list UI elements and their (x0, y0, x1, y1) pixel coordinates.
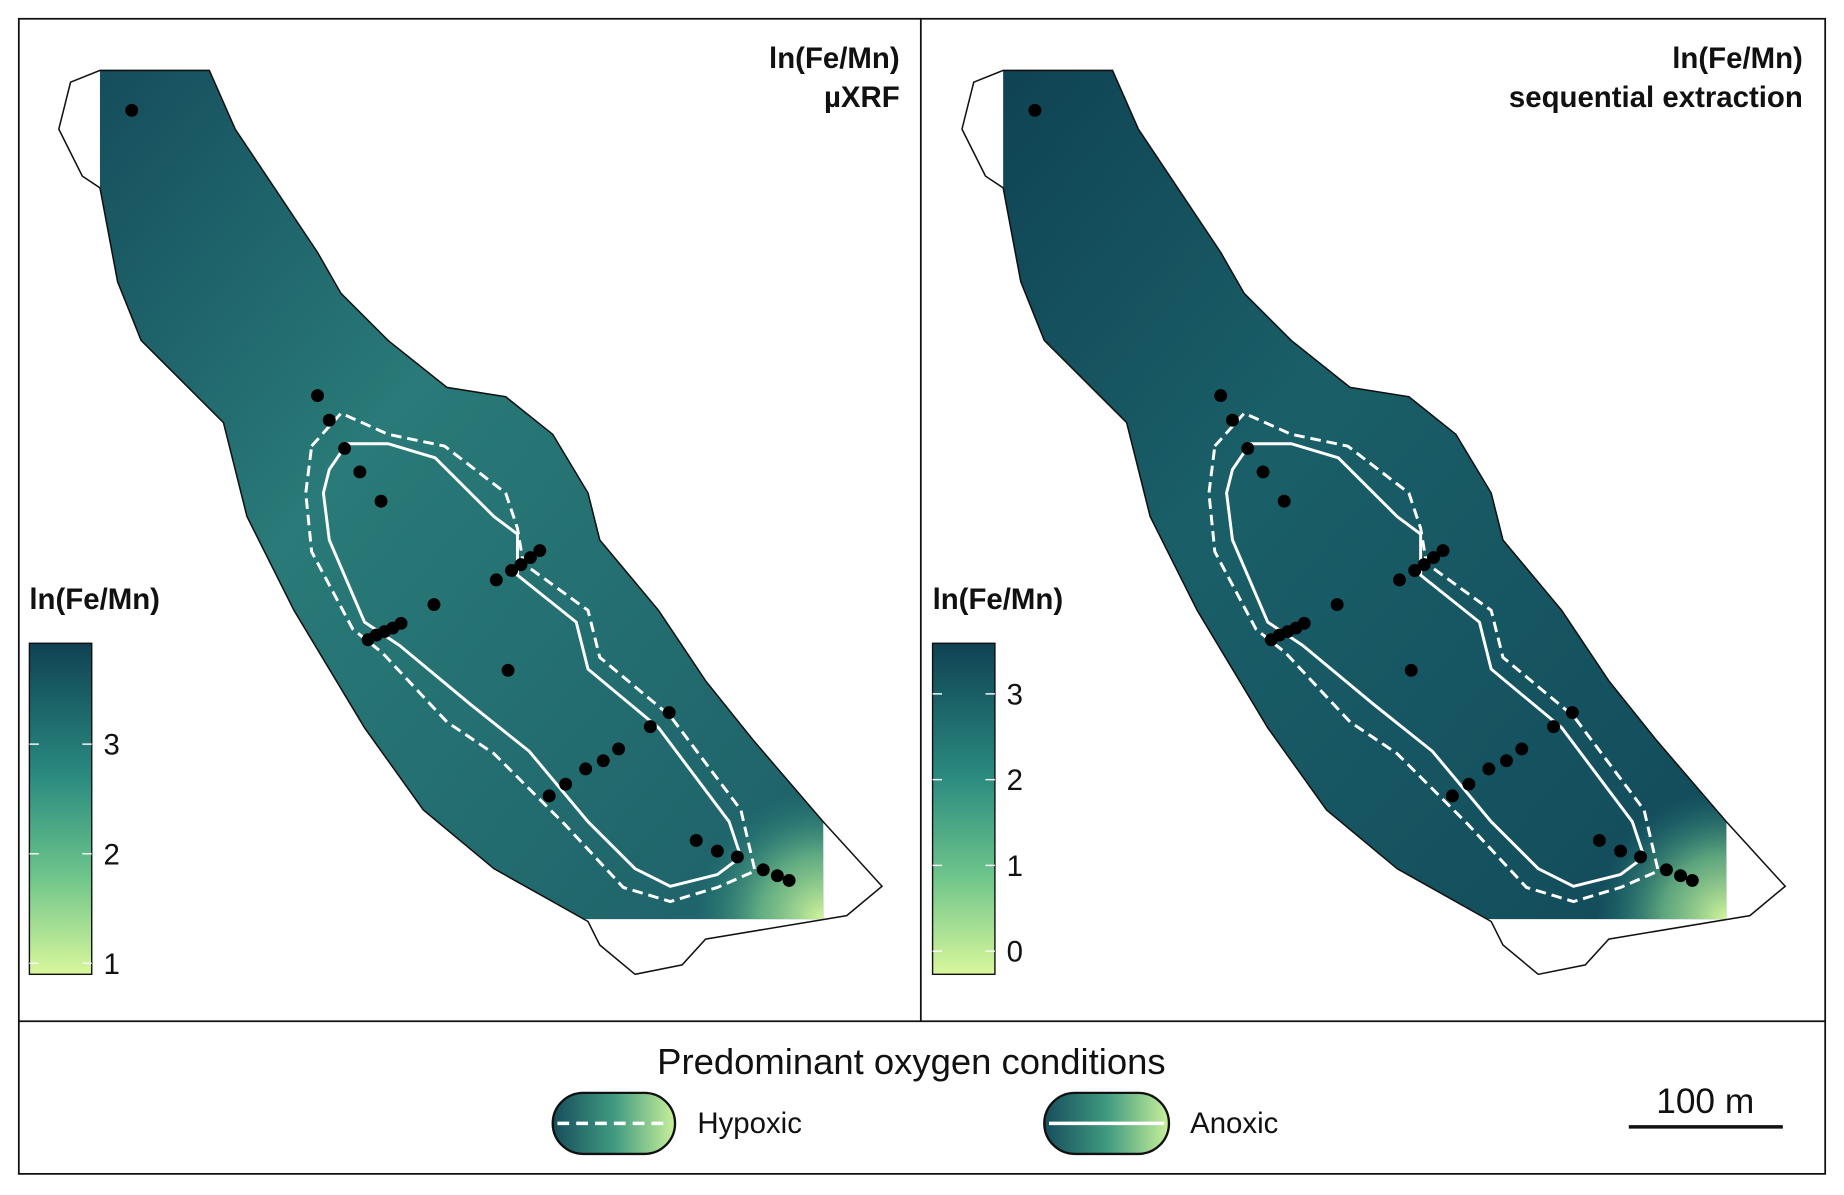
sample-point (730, 850, 744, 864)
sample-point (1592, 834, 1606, 847)
sample-point (689, 834, 703, 847)
panel-title: ln(Fe/Mn) (1672, 42, 1803, 75)
sample-point (489, 573, 503, 587)
colorbar-tick-label: 3 (1007, 678, 1023, 711)
sample-point (338, 441, 352, 455)
sample-point (394, 616, 408, 630)
legend-title: Predominant oxygen conditions (657, 1041, 1165, 1082)
sample-point (710, 844, 724, 858)
legend: Predominant oxygen conditions Hypoxic An… (551, 1041, 1783, 1156)
sample-point (1256, 465, 1270, 479)
sample-point (1277, 494, 1291, 508)
sample-point (782, 873, 796, 887)
sample-point (1408, 564, 1422, 577)
sample-point (501, 663, 515, 677)
colorbar-title: ln(Fe/Mn) (29, 583, 160, 616)
sample-point (125, 103, 139, 117)
sample-point (612, 742, 626, 756)
sample-point (374, 494, 388, 508)
sample-point (1445, 789, 1459, 803)
sample-point (1565, 706, 1579, 719)
panel-title: sequential extraction (1509, 81, 1803, 114)
sample-point (1482, 762, 1496, 776)
sample-point (1028, 103, 1042, 117)
sample-point (533, 544, 547, 558)
panel-title: ln(Fe/Mn) (769, 42, 900, 75)
sample-point (427, 598, 441, 611)
sample-point (1241, 441, 1255, 455)
colorbar-tick-label: 3 (103, 729, 119, 762)
sample-point (353, 465, 367, 479)
lake-raster (99, 70, 824, 920)
sample-point (1685, 873, 1699, 887)
sample-point (1226, 413, 1239, 427)
sample-point (505, 564, 519, 577)
sample-point (523, 551, 537, 565)
frame (17, 17, 1827, 1175)
sample-point (1297, 616, 1311, 630)
sample-point (1214, 389, 1228, 403)
sample-point (542, 789, 556, 803)
sample-point (1614, 844, 1628, 858)
colorbar-tick-label: 1 (1007, 850, 1023, 883)
sample-point (514, 558, 528, 572)
sample-point (1500, 754, 1513, 768)
lake-outline (961, 69, 1787, 976)
colorbar-tick-label: 2 (103, 838, 119, 871)
sample-point (322, 413, 336, 427)
sample-point (1515, 742, 1529, 756)
sample-point (643, 720, 657, 734)
sample-point (1659, 863, 1673, 877)
sample-point (770, 869, 784, 883)
sample-point (1634, 850, 1648, 864)
lake-raster (1003, 70, 1727, 920)
sample-point (1462, 777, 1476, 791)
hypoxic-contour (304, 411, 757, 904)
lake-outline (57, 69, 884, 976)
sample-point (1404, 663, 1418, 677)
legend-label: Anoxic (1190, 1107, 1278, 1140)
map-panel: ln(Fe/Mn) µXRF ln(Fe/Mn) 1 2 3 (28, 42, 900, 981)
sample-point (1427, 551, 1441, 565)
sample-point (1547, 720, 1560, 734)
colorbar-tick-label: 2 (1007, 764, 1023, 797)
hypoxic-contour (1207, 411, 1660, 904)
sample-point (311, 389, 324, 403)
colorbar-tick-label: 1 (103, 948, 119, 981)
map-panel: ln(Fe/Mn) sequential extraction ln(Fe/Mn) 0… (931, 42, 1803, 976)
sample-point (756, 863, 770, 877)
colorbar (28, 642, 93, 976)
raster-corner (1003, 70, 1727, 920)
sample-point (596, 754, 610, 768)
sample-point (579, 762, 593, 776)
sample-point (662, 706, 676, 719)
legend-label: Hypoxic (697, 1107, 802, 1140)
sample-point (559, 777, 573, 791)
sample-point (1392, 573, 1406, 587)
colorbar-title: ln(Fe/Mn) (933, 583, 1064, 616)
sample-point (1330, 598, 1344, 611)
sample-point (1417, 558, 1431, 572)
sample-point (1674, 869, 1688, 883)
scale-bar-label: 100 m (1656, 1082, 1754, 1121)
colorbar-tick-label: 0 (1007, 936, 1023, 969)
colorbar (931, 642, 996, 976)
sample-point (1436, 544, 1450, 558)
raster-corner (99, 70, 824, 920)
panel-title: µXRF (824, 81, 900, 114)
